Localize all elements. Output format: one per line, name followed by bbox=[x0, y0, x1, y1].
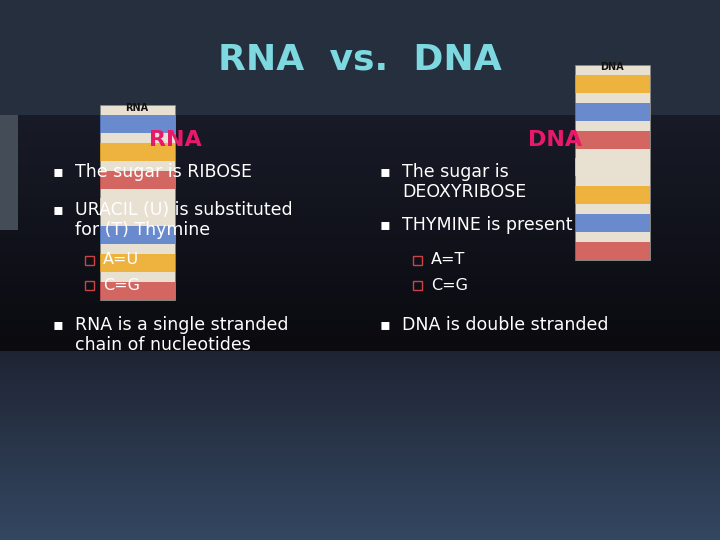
Text: ▪: ▪ bbox=[53, 165, 63, 179]
Text: DEOXYRIBOSE: DEOXYRIBOSE bbox=[402, 183, 526, 201]
Bar bbox=[0, 115, 18, 230]
Bar bbox=[413, 281, 422, 290]
Bar bbox=[100, 226, 175, 244]
FancyBboxPatch shape bbox=[100, 105, 175, 300]
Text: ▪: ▪ bbox=[53, 318, 63, 333]
Text: for (T) Thymine: for (T) Thymine bbox=[75, 221, 210, 239]
Text: A=U: A=U bbox=[103, 253, 139, 267]
Text: ▪: ▪ bbox=[379, 318, 390, 333]
Text: RNA  vs.  DNA: RNA vs. DNA bbox=[218, 43, 502, 77]
Bar bbox=[85, 256, 94, 265]
Text: ▪: ▪ bbox=[53, 202, 63, 218]
Bar bbox=[575, 186, 650, 204]
Bar bbox=[100, 115, 175, 133]
Text: DNA: DNA bbox=[600, 62, 624, 72]
Text: DNA is double stranded: DNA is double stranded bbox=[402, 316, 608, 334]
Bar bbox=[100, 171, 175, 188]
Text: URACIL (U) is substituted: URACIL (U) is substituted bbox=[75, 201, 292, 219]
Text: The sugar is RIBOSE: The sugar is RIBOSE bbox=[75, 163, 252, 181]
Text: RNA: RNA bbox=[148, 130, 202, 150]
Text: ▪: ▪ bbox=[379, 165, 390, 179]
Bar bbox=[575, 242, 650, 260]
Bar bbox=[575, 158, 650, 177]
Bar bbox=[100, 282, 175, 300]
Text: chain of nucleotides: chain of nucleotides bbox=[75, 336, 251, 354]
Bar bbox=[100, 254, 175, 272]
Text: RNA: RNA bbox=[125, 103, 148, 113]
Text: The sugar is: The sugar is bbox=[402, 163, 509, 181]
Bar bbox=[100, 198, 175, 217]
Text: RNA is a single stranded: RNA is a single stranded bbox=[75, 316, 289, 334]
Text: C=G: C=G bbox=[431, 278, 468, 293]
FancyBboxPatch shape bbox=[575, 65, 650, 260]
Text: THYMINE is present: THYMINE is present bbox=[402, 216, 572, 234]
Bar bbox=[85, 281, 94, 290]
Bar bbox=[575, 214, 650, 232]
Text: A=T: A=T bbox=[431, 253, 465, 267]
Text: ▪: ▪ bbox=[379, 218, 390, 233]
Text: C=G: C=G bbox=[103, 278, 140, 293]
Bar bbox=[100, 143, 175, 161]
Bar bbox=[575, 103, 650, 121]
Bar bbox=[0, 0, 720, 115]
Bar bbox=[413, 256, 422, 265]
Text: DNA: DNA bbox=[528, 130, 582, 150]
Bar bbox=[575, 131, 650, 149]
Bar bbox=[575, 75, 650, 93]
